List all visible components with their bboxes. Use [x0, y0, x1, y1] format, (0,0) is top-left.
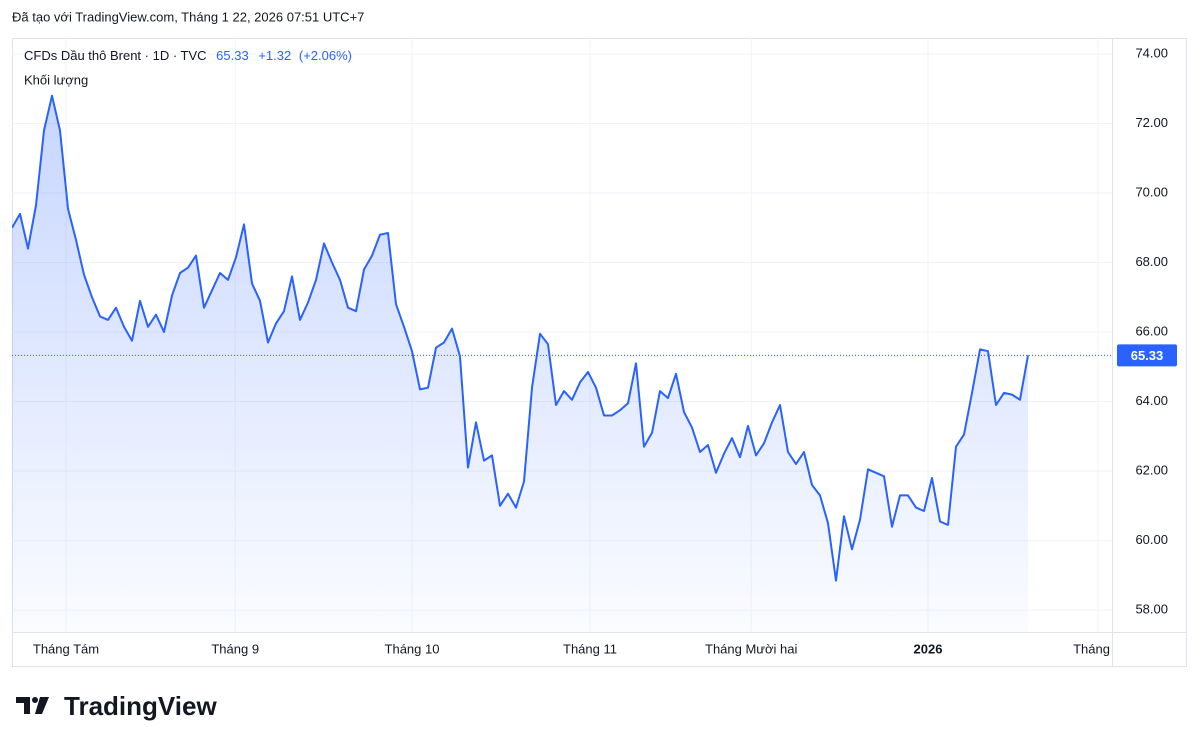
x-tick-label: Tháng H — [1073, 641, 1123, 656]
plot — [12, 94, 1112, 632]
x-tick-label: Tháng 9 — [211, 641, 259, 656]
x-tick-label: Tháng 11 — [563, 641, 617, 656]
x-tick-label: Tháng Mười hai — [705, 641, 797, 656]
created-note: Đã tạo với TradingView.com, Tháng 1 22, … — [12, 9, 364, 24]
change-pct: (+2.06%) — [299, 48, 352, 63]
price-line — [12, 94, 1029, 582]
logo-icon — [16, 697, 30, 714]
logo-icon — [35, 697, 49, 714]
logo: TradingView — [16, 691, 217, 721]
y-tick-label: 62.00 — [1135, 463, 1168, 478]
brand: TradingView — [64, 691, 217, 721]
y-tick-label: 66.00 — [1135, 323, 1168, 338]
legend: CFDs Dầu thô Brent · 1D · TVC 65.33 +1.3… — [24, 48, 352, 63]
y-tick-label: 68.00 — [1135, 254, 1168, 269]
area-fill — [12, 95, 1028, 632]
y-tick-label: 60.00 — [1135, 532, 1168, 547]
symbol: CFDs Dầu thô Brent · 1D · TVC — [24, 48, 207, 63]
axes: 58.00 60.00 62.00 64.00 66.00 68.00 70.00 72.00… — [33, 45, 1177, 656]
y-tick-label: 58.00 — [1135, 602, 1168, 617]
x-tick-label: Tháng 10 — [385, 641, 440, 656]
last-price-box — [1117, 344, 1177, 367]
logo-icon — [32, 697, 38, 703]
y-tick-label: 72.00 — [1135, 115, 1168, 130]
y-tick-label: 74.00 — [1135, 45, 1168, 60]
change: +1.32 — [258, 48, 291, 63]
x-tick-label: 2026 — [914, 641, 943, 656]
y-tick-label: 70.00 — [1135, 184, 1168, 199]
last-price-label: 65.33 — [1131, 348, 1164, 363]
last-price: 65.33 — [216, 48, 249, 63]
y-tick-label: 64.00 — [1135, 393, 1168, 408]
volume-label: Khối lượng — [24, 72, 88, 87]
x-tick-label: Tháng Tám — [33, 641, 99, 656]
